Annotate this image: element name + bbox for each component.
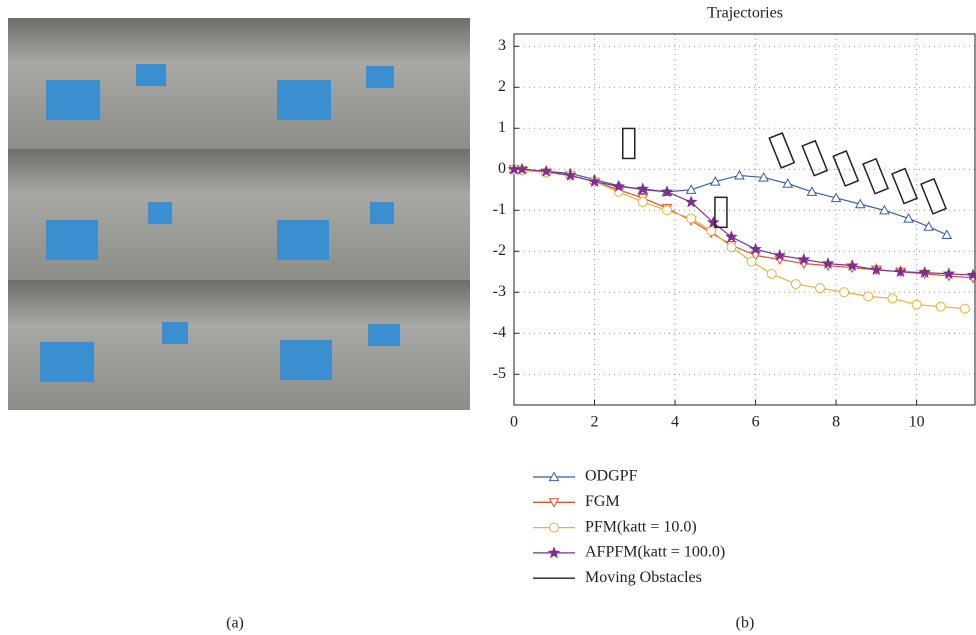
- x-tick-label: 6: [752, 414, 760, 431]
- marker: [549, 548, 559, 557]
- marker: [726, 232, 736, 241]
- photo: [239, 149, 470, 280]
- obstacle: [833, 151, 858, 186]
- photo: [8, 149, 239, 280]
- legend-label: AFPFM(katt = 100.0): [585, 544, 725, 561]
- y-tick-label: -5: [493, 365, 506, 382]
- marker: [638, 198, 647, 207]
- x-tick-label: 8: [832, 414, 840, 431]
- y-tick-label: -2: [493, 242, 506, 259]
- marker: [840, 288, 849, 297]
- series-line: [514, 169, 965, 308]
- y-tick-label: 0: [498, 160, 506, 177]
- marker: [920, 267, 930, 276]
- figure: Trajectories (a) (b) -5 -4 -3 -2 -1 0 1 2 3 0 2 4 6 8…: [0, 0, 976, 635]
- obstacle: [623, 128, 635, 158]
- marker: [815, 284, 824, 293]
- y-tick-label: 3: [498, 37, 506, 54]
- obstacle: [769, 133, 794, 168]
- marker: [747, 257, 756, 266]
- marker: [550, 523, 559, 532]
- marker: [960, 304, 969, 313]
- series-line: [514, 169, 973, 278]
- y-tick-label: -4: [493, 324, 506, 341]
- series-line: [514, 169, 947, 235]
- y-tick-label: -1: [493, 201, 506, 218]
- y-tick-label: 1: [498, 119, 506, 136]
- legend-label: FGM: [585, 493, 620, 510]
- marker: [936, 302, 945, 311]
- legend-label: ODGPF: [585, 468, 638, 485]
- x-tick-label: 2: [591, 414, 599, 431]
- marker: [888, 294, 897, 303]
- marker: [767, 269, 776, 278]
- photo: [8, 280, 239, 410]
- marker: [942, 230, 951, 238]
- legend-label: Moving Obstacles: [585, 569, 702, 586]
- obstacle: [863, 159, 888, 194]
- marker: [727, 243, 736, 252]
- obstacle: [802, 141, 827, 176]
- caption: (b): [736, 615, 755, 632]
- photo-grid: [8, 18, 470, 410]
- marker: [864, 292, 873, 301]
- marker: [791, 280, 800, 289]
- x-tick-label: 10: [909, 414, 925, 431]
- marker: [735, 171, 744, 179]
- marker: [924, 222, 933, 230]
- obstacle: [921, 179, 946, 214]
- y-tick-label: 2: [498, 78, 506, 95]
- y-tick-label: -3: [493, 283, 506, 300]
- x-tick-label: 0: [510, 414, 518, 431]
- marker: [662, 206, 671, 215]
- caption: (a): [226, 615, 244, 632]
- photo: [8, 18, 239, 149]
- obstacle: [892, 169, 917, 204]
- chart-title: Trajectories: [707, 5, 783, 22]
- legend-label: PFM(katt = 10.0): [585, 518, 697, 535]
- marker: [912, 300, 921, 309]
- photo: [239, 280, 470, 410]
- x-tick-label: 4: [671, 414, 679, 431]
- obstacle: [715, 197, 727, 227]
- photo: [239, 18, 470, 149]
- marker: [687, 214, 696, 223]
